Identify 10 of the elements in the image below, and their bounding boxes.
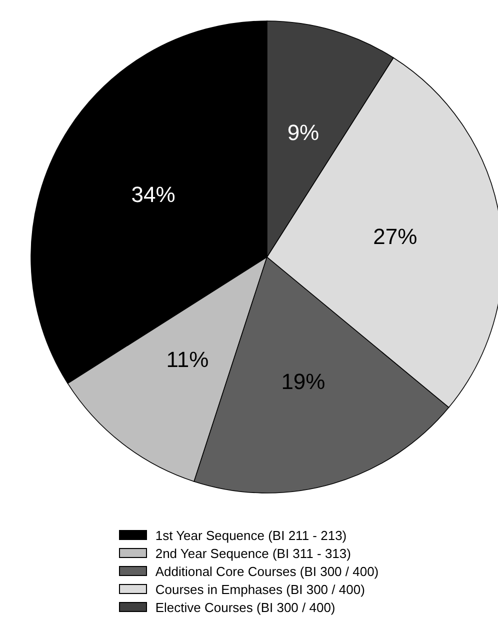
legend-label: Elective Courses (BI 300 / 400): [155, 600, 336, 614]
legend-label: Courses in Emphases (BI 300 / 400): [155, 582, 365, 596]
legend-label: 2nd Year Sequence (BI 311 - 313): [155, 546, 351, 560]
legend-label: 1st Year Sequence (BI 211 - 213): [155, 528, 347, 542]
data-label: 9%: [287, 120, 320, 145]
legend-label: Additional Core Courses (BI 300 / 400): [155, 564, 379, 578]
data-label: 34%: [131, 182, 176, 207]
data-label: 27%: [373, 224, 418, 250]
data-label: 11%: [166, 347, 209, 372]
data-label: 19%: [281, 369, 326, 394]
